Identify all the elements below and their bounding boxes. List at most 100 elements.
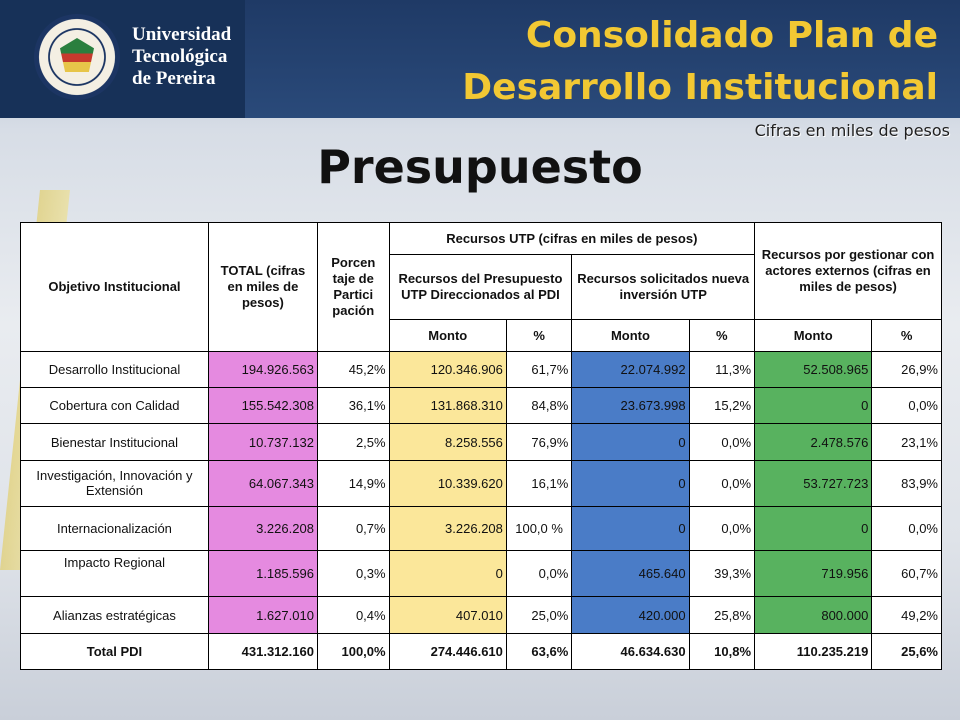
- university-name-line: de Pereira: [132, 68, 216, 89]
- utp-pct-cell: 25,0%: [505, 596, 573, 634]
- utp-pct-cell: 100,0 %: [505, 505, 573, 552]
- utp-monto-cell: 274.446.610: [388, 632, 507, 671]
- table-row: Desarrollo Institucional 194.926.563 45,…: [20, 350, 942, 389]
- page-title-line: Desarrollo Institucional: [462, 67, 938, 108]
- utp-monto-cell: 8.258.556: [388, 423, 507, 461]
- university-logo: Universidad Tecnológica de Pereira: [0, 0, 245, 118]
- externos-pct-cell: 26,9%: [871, 350, 942, 389]
- objetivo-cell: Desarrollo Institucional: [20, 350, 209, 389]
- page-title: Consolidado Plan de Desarrollo Instituci…: [462, 10, 938, 114]
- inversion-monto-cell: 420.000: [571, 596, 690, 634]
- porcentaje-cell: 0,4%: [316, 596, 390, 634]
- externos-pct-cell: 25,6%: [871, 632, 942, 671]
- header-presupuesto-utp: Recursos del Presupuesto UTP Direccionad…: [388, 254, 573, 320]
- utp-pct-cell: 84,8%: [505, 387, 573, 425]
- externos-pct-cell: 0,0%: [871, 505, 942, 552]
- utp-pct-cell: 61,7%: [505, 350, 573, 389]
- header-total: TOTAL (cifras en miles de pesos): [207, 222, 318, 352]
- externos-monto-cell: 0: [754, 505, 873, 552]
- porcentaje-cell: 0,7%: [316, 505, 390, 552]
- objetivo-cell: Alianzas estratégicas: [20, 596, 209, 634]
- porcentaje-cell: 45,2%: [316, 350, 390, 389]
- objetivo-cell: Bienestar Institucional: [20, 423, 209, 461]
- section-heading: Presupuesto: [317, 140, 643, 194]
- header-monto: Monto: [571, 319, 690, 352]
- total-cell: 155.542.308: [207, 387, 318, 425]
- budget-table: Objetivo Institucional TOTAL (cifras en …: [20, 222, 942, 671]
- page-title-line: Consolidado Plan de: [525, 15, 938, 56]
- externos-monto-cell: 0: [754, 387, 873, 425]
- inversion-pct-cell: 25,8%: [688, 596, 756, 634]
- total-cell: 64.067.343: [207, 459, 318, 507]
- table-row: Investigación, Innovación y Extensión 64…: [20, 459, 942, 507]
- university-seal-icon: [34, 14, 120, 100]
- externos-monto-cell: 719.956: [754, 550, 873, 598]
- inversion-pct-cell: 39,3%: [688, 550, 756, 598]
- porcentaje-cell: 100,0%: [316, 632, 390, 671]
- inversion-pct-cell: 0,0%: [688, 459, 756, 507]
- externos-pct-cell: 60,7%: [871, 550, 942, 598]
- total-cell: 3.226.208: [207, 505, 318, 552]
- header-monto: Monto: [388, 319, 507, 352]
- inversion-monto-cell: 22.074.992: [571, 350, 690, 389]
- externos-monto-cell: 800.000: [754, 596, 873, 634]
- utp-monto-cell: 407.010: [388, 596, 507, 634]
- utp-pct-cell: 63,6%: [505, 632, 573, 671]
- inversion-monto-cell: 0: [571, 423, 690, 461]
- objetivo-cell: Impacto Regional: [20, 550, 209, 598]
- utp-monto-cell: 3.226.208: [388, 505, 507, 552]
- inversion-monto-cell: 46.634.630: [571, 632, 690, 671]
- table-row: Cobertura con Calidad 155.542.308 36,1% …: [20, 387, 942, 425]
- externos-monto-cell: 52.508.965: [754, 350, 873, 389]
- table-row: Internacionalización 3.226.208 0,7% 3.22…: [20, 505, 942, 552]
- inversion-pct-cell: 0,0%: [688, 505, 756, 552]
- inversion-monto-cell: 0: [571, 505, 690, 552]
- externos-pct-cell: 83,9%: [871, 459, 942, 507]
- table-row: Alianzas estratégicas 1.627.010 0,4% 407…: [20, 596, 942, 634]
- header-objetivo: Objetivo Institucional: [20, 222, 209, 352]
- header-pct: %: [871, 319, 942, 352]
- total-cell: 1.627.010: [207, 596, 318, 634]
- utp-monto-cell: 131.868.310: [388, 387, 507, 425]
- header-nueva-inversion: Recursos solicitados nueva inversión UTP: [571, 254, 756, 320]
- externos-pct-cell: 49,2%: [871, 596, 942, 634]
- externos-monto-cell: 2.478.576: [754, 423, 873, 461]
- utp-monto-cell: 10.339.620: [388, 459, 507, 507]
- porcentaje-cell: 14,9%: [316, 459, 390, 507]
- externos-monto-cell: 53.727.723: [754, 459, 873, 507]
- header-pct: %: [688, 319, 756, 352]
- inversion-monto-cell: 23.673.998: [571, 387, 690, 425]
- porcentaje-cell: 0,3%: [316, 550, 390, 598]
- total-cell: 194.926.563: [207, 350, 318, 389]
- header-recursos-utp: Recursos UTP (cifras en miles de pesos): [388, 222, 756, 255]
- total-cell: 1.185.596: [207, 550, 318, 598]
- externos-pct-cell: 0,0%: [871, 387, 942, 425]
- university-name-line: Tecnológica: [132, 46, 228, 67]
- utp-monto-cell: 120.346.906: [388, 350, 507, 389]
- total-label: Total PDI: [20, 632, 209, 671]
- header-band: Universidad Tecnológica de Pereira Conso…: [0, 0, 960, 118]
- header-externos: Recursos por gestionar con actores exter…: [754, 222, 942, 320]
- university-name: Universidad Tecnológica de Pereira: [132, 24, 231, 90]
- porcentaje-cell: 36,1%: [316, 387, 390, 425]
- inversion-monto-cell: 465.640: [571, 550, 690, 598]
- objetivo-cell: Internacionalización: [20, 505, 209, 552]
- table-row: Impacto Regional 1.185.596 0,3% 0 0,0% 4…: [20, 550, 942, 598]
- inversion-pct-cell: 11,3%: [688, 350, 756, 389]
- utp-pct-cell: 0,0%: [505, 550, 573, 598]
- university-name-line: Universidad: [132, 24, 232, 45]
- shield-icon: [60, 38, 94, 72]
- inversion-pct-cell: 0,0%: [688, 423, 756, 461]
- total-cell: 10.737.132: [207, 423, 318, 461]
- header-porcentaje: Porcen taje de Partici pación: [316, 222, 390, 352]
- porcentaje-cell: 2,5%: [316, 423, 390, 461]
- utp-pct-cell: 16,1%: [505, 459, 573, 507]
- externos-monto-cell: 110.235.219: [754, 632, 873, 671]
- inversion-pct-cell: 10,8%: [688, 632, 756, 671]
- objetivo-cell: Investigación, Innovación y Extensión: [20, 459, 209, 507]
- utp-pct-cell: 76,9%: [505, 423, 573, 461]
- objetivo-cell: Cobertura con Calidad: [20, 387, 209, 425]
- header-monto: Monto: [754, 319, 873, 352]
- inversion-monto-cell: 0: [571, 459, 690, 507]
- total-row: Total PDI 431.312.160 100,0% 274.446.610…: [20, 632, 942, 671]
